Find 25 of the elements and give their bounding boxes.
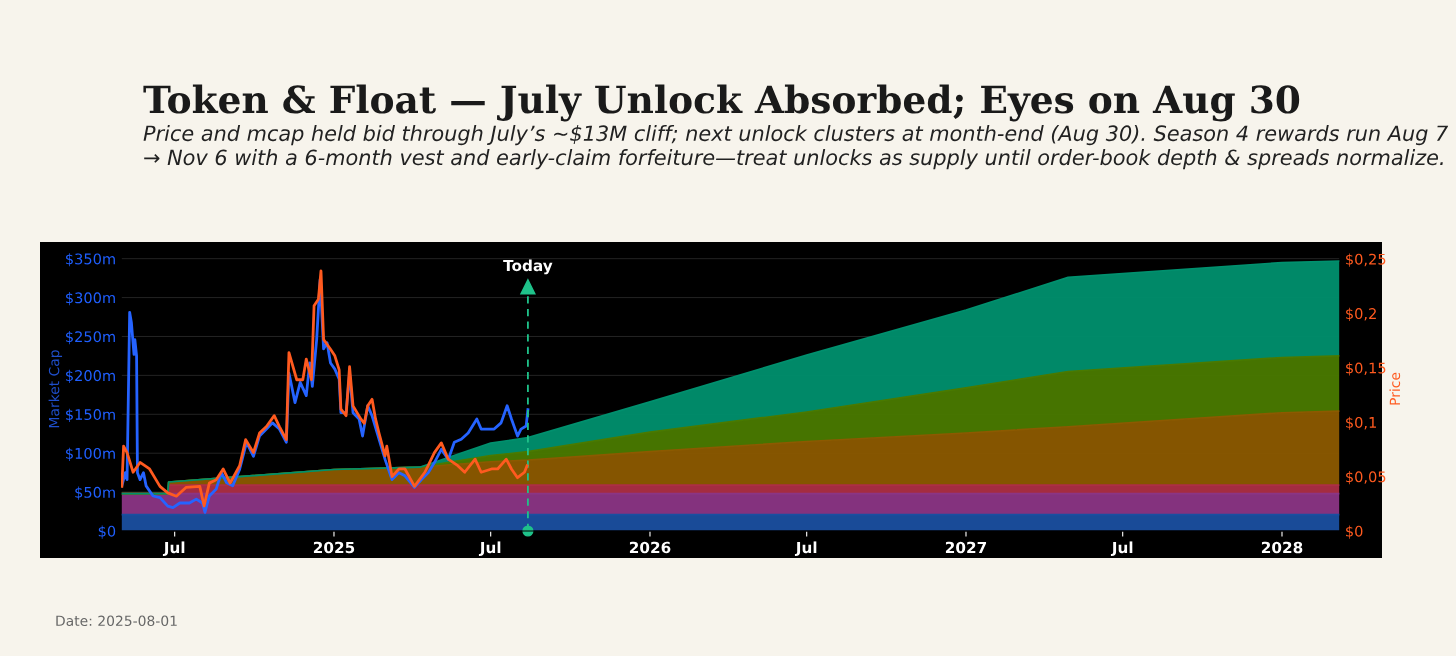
y-tick-label: $350m [66, 253, 115, 267]
y2-tick-label: $0 [1346, 525, 1363, 539]
y-tick-label: $300m [66, 292, 115, 306]
x-tick-label: 2027 [945, 541, 987, 554]
y2-axis-title: Price [1389, 372, 1401, 405]
x-tick-label: 2026 [629, 541, 671, 554]
chart-title: Token & Float — July Unlock Absorbed; Eyes on Aug 30 [143, 84, 1300, 122]
x-tick-label: Jul [1110, 541, 1133, 557]
y-tick-label: $50m [75, 486, 115, 500]
y2-tick-label: $0,1 [1346, 416, 1376, 430]
x-tick-label: 2025 [313, 541, 355, 554]
y-tick-label: $150m [66, 408, 115, 422]
y-tick-label: $200m [66, 369, 115, 384]
text: Date: 2025-08-01 [56, 615, 177, 627]
y-axis-title: Market Cap [48, 350, 63, 428]
y2-tick-label: $0,2 [1346, 307, 1376, 322]
ref-line-label: Today [503, 259, 553, 275]
x-tick-label: Jul [162, 541, 185, 557]
y-tick-label: $250m [66, 330, 115, 345]
x-tick-label: 2028 [1261, 541, 1303, 554]
x-tick-label: Jul [478, 541, 501, 557]
x-tick-label: Jul [794, 541, 817, 557]
chart-subtitle: Price and mcap held bid through July’s ~$13M cliff; next unlock clusters at month-end (Aug 30). Season 4 rewards run Aug 7 → Nov 6 with a 6-month vest and early-claim forfeiture—treat unlocks as supply until order-book depth & spreads normalize. [143, 125, 1449, 170]
y-tick-label: $0 [98, 525, 116, 539]
y-tick-label: $100m [66, 447, 115, 461]
